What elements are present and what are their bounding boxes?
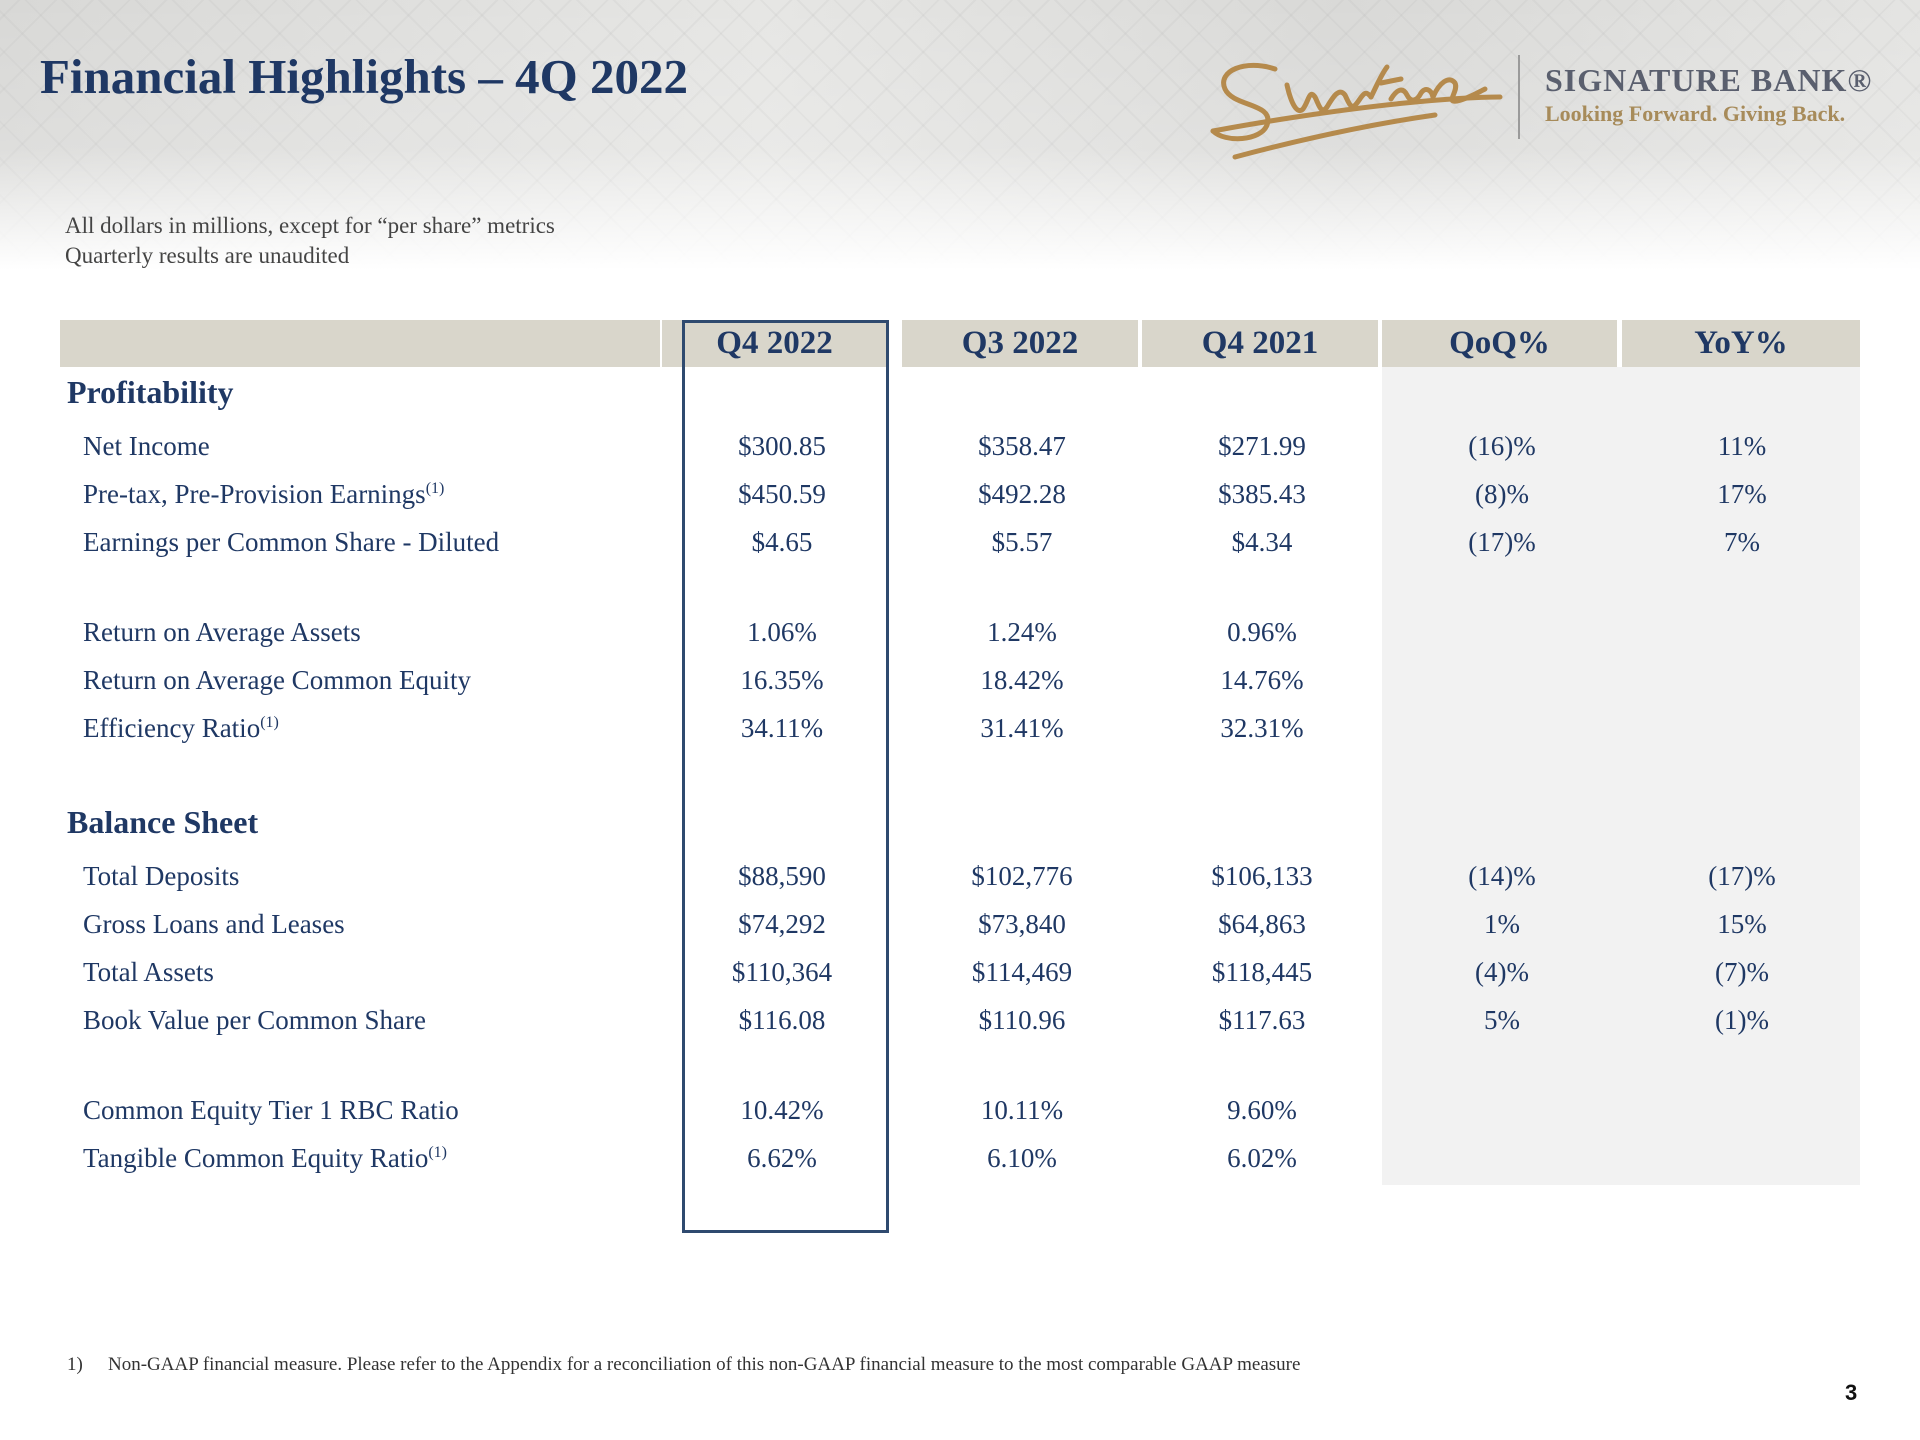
- value-q4-2022: 10.42%: [740, 1095, 824, 1125]
- value-qoq: (16)%: [1468, 431, 1536, 461]
- value-q4-2022: 34.11%: [740, 713, 824, 743]
- row-label: Tangible Common Equity Ratio(1): [83, 1143, 447, 1173]
- row-label: Pre-tax, Pre-Provision Earnings(1): [83, 479, 445, 509]
- change-columns-shading: [1382, 367, 1860, 1185]
- value-q4-2021: $64,863: [1218, 909, 1306, 939]
- page-title: Financial Highlights – 4Q 2022: [40, 49, 688, 104]
- signature-script-icon: [1210, 63, 1503, 160]
- value-q3-2022: $102,776: [971, 861, 1073, 891]
- value-q4-2021: 32.31%: [1220, 713, 1304, 743]
- value-yoy: 17%: [1717, 479, 1767, 509]
- value-q4-2021: $106,133: [1211, 861, 1313, 891]
- signature-bank-logo: SIGNATURE BANK® Looking Forward. Giving …: [1205, 45, 1885, 175]
- column-header-q4-2021: Q4 2021: [1142, 320, 1378, 367]
- bank-tagline: Looking Forward. Giving Back.: [1545, 101, 1846, 126]
- value-q4-2022: $450.59: [738, 479, 826, 509]
- value-q3-2022: 10.11%: [980, 1095, 1064, 1125]
- section-title-balance-sheet: Balance Sheet: [67, 804, 259, 840]
- value-yoy: 7%: [1724, 527, 1760, 557]
- column-header-qoq: QoQ%: [1382, 320, 1617, 367]
- value-q3-2022: $114,469: [971, 957, 1073, 987]
- subtitle-units: All dollars in millions, except for “per…: [65, 213, 555, 238]
- value-q4-2021: 0.96%: [1227, 617, 1297, 647]
- column-header-yoy: YoY%: [1622, 320, 1860, 367]
- value-yoy: (1)%: [1715, 1005, 1769, 1035]
- value-q3-2022: $358.47: [978, 431, 1066, 461]
- value-q4-2022: 1.06%: [747, 617, 817, 647]
- value-q3-2022: 31.41%: [980, 713, 1064, 743]
- value-q4-2021: $385.43: [1218, 479, 1306, 509]
- page-number: 3: [1845, 1380, 1858, 1405]
- value-qoq: (4)%: [1475, 957, 1529, 987]
- value-q3-2022: $110.96: [978, 1005, 1066, 1035]
- value-q4-2021: $4.34: [1231, 527, 1293, 557]
- value-q4-2022: $4.65: [751, 527, 813, 557]
- header-label-cell: [60, 320, 660, 367]
- value-yoy: 11%: [1717, 431, 1767, 461]
- row-label: Gross Loans and Leases: [83, 909, 345, 939]
- footnote-marker: 1): [67, 1354, 83, 1375]
- row-label: Book Value per Common Share: [83, 1005, 426, 1035]
- value-q4-2022: $300.85: [738, 431, 826, 461]
- row-label: Earnings per Common Share - Diluted: [83, 527, 500, 557]
- value-qoq: 5%: [1484, 1005, 1520, 1035]
- value-q4-2021: 9.60%: [1227, 1095, 1297, 1125]
- header-background: [0, 0, 1920, 270]
- value-qoq: (14)%: [1468, 861, 1536, 891]
- row-label: Total Assets: [83, 957, 214, 987]
- value-q4-2021: 6.02%: [1227, 1143, 1297, 1173]
- value-yoy: 15%: [1717, 909, 1767, 939]
- row-label: Total Deposits: [83, 861, 240, 891]
- row-label: Return on Average Common Equity: [83, 665, 471, 695]
- value-q4-2022: 6.62%: [747, 1143, 817, 1173]
- current-quarter-highlight: [682, 320, 889, 1233]
- section-title-profitability: Profitability: [67, 374, 234, 410]
- value-qoq: (17)%: [1468, 527, 1536, 557]
- value-q3-2022: $5.57: [991, 527, 1053, 557]
- column-header-q4-2022: Q4 2022: [662, 320, 887, 367]
- footnote-text: Non-GAAP financial measure. Please refer…: [108, 1354, 1301, 1375]
- value-q4-2022: $116.08: [738, 1005, 826, 1035]
- value-q4-2021: $117.63: [1218, 1005, 1306, 1035]
- value-q3-2022: 1.24%: [987, 617, 1057, 647]
- value-q4-2022: $88,590: [738, 861, 826, 891]
- row-label: Net Income: [83, 431, 210, 461]
- value-q3-2022: 6.10%: [987, 1143, 1057, 1173]
- row-label: Return on Average Assets: [83, 617, 361, 647]
- value-yoy: (17)%: [1708, 861, 1776, 891]
- value-q3-2022: $492.28: [978, 479, 1066, 509]
- value-q4-2022: $74,292: [738, 909, 826, 939]
- value-yoy: (7)%: [1715, 957, 1769, 987]
- value-qoq: 1%: [1484, 909, 1520, 939]
- row-label: Efficiency Ratio(1): [83, 713, 279, 743]
- value-q4-2022: $110,364: [731, 957, 833, 987]
- value-q4-2021: 14.76%: [1220, 665, 1304, 695]
- value-q4-2021: $271.99: [1218, 431, 1306, 461]
- logo-divider: [1518, 55, 1520, 139]
- bank-name: SIGNATURE BANK®: [1545, 62, 1873, 98]
- value-qoq: (8)%: [1475, 479, 1529, 509]
- value-q3-2022: 18.42%: [980, 665, 1064, 695]
- row-label: Common Equity Tier 1 RBC Ratio: [83, 1095, 459, 1125]
- value-q4-2021: $118,445: [1211, 957, 1313, 987]
- value-q3-2022: $73,840: [978, 909, 1066, 939]
- column-header-q3-2022: Q3 2022: [902, 320, 1138, 367]
- value-q4-2022: 16.35%: [740, 665, 824, 695]
- subtitle-audit-note: Quarterly results are unaudited: [65, 243, 350, 268]
